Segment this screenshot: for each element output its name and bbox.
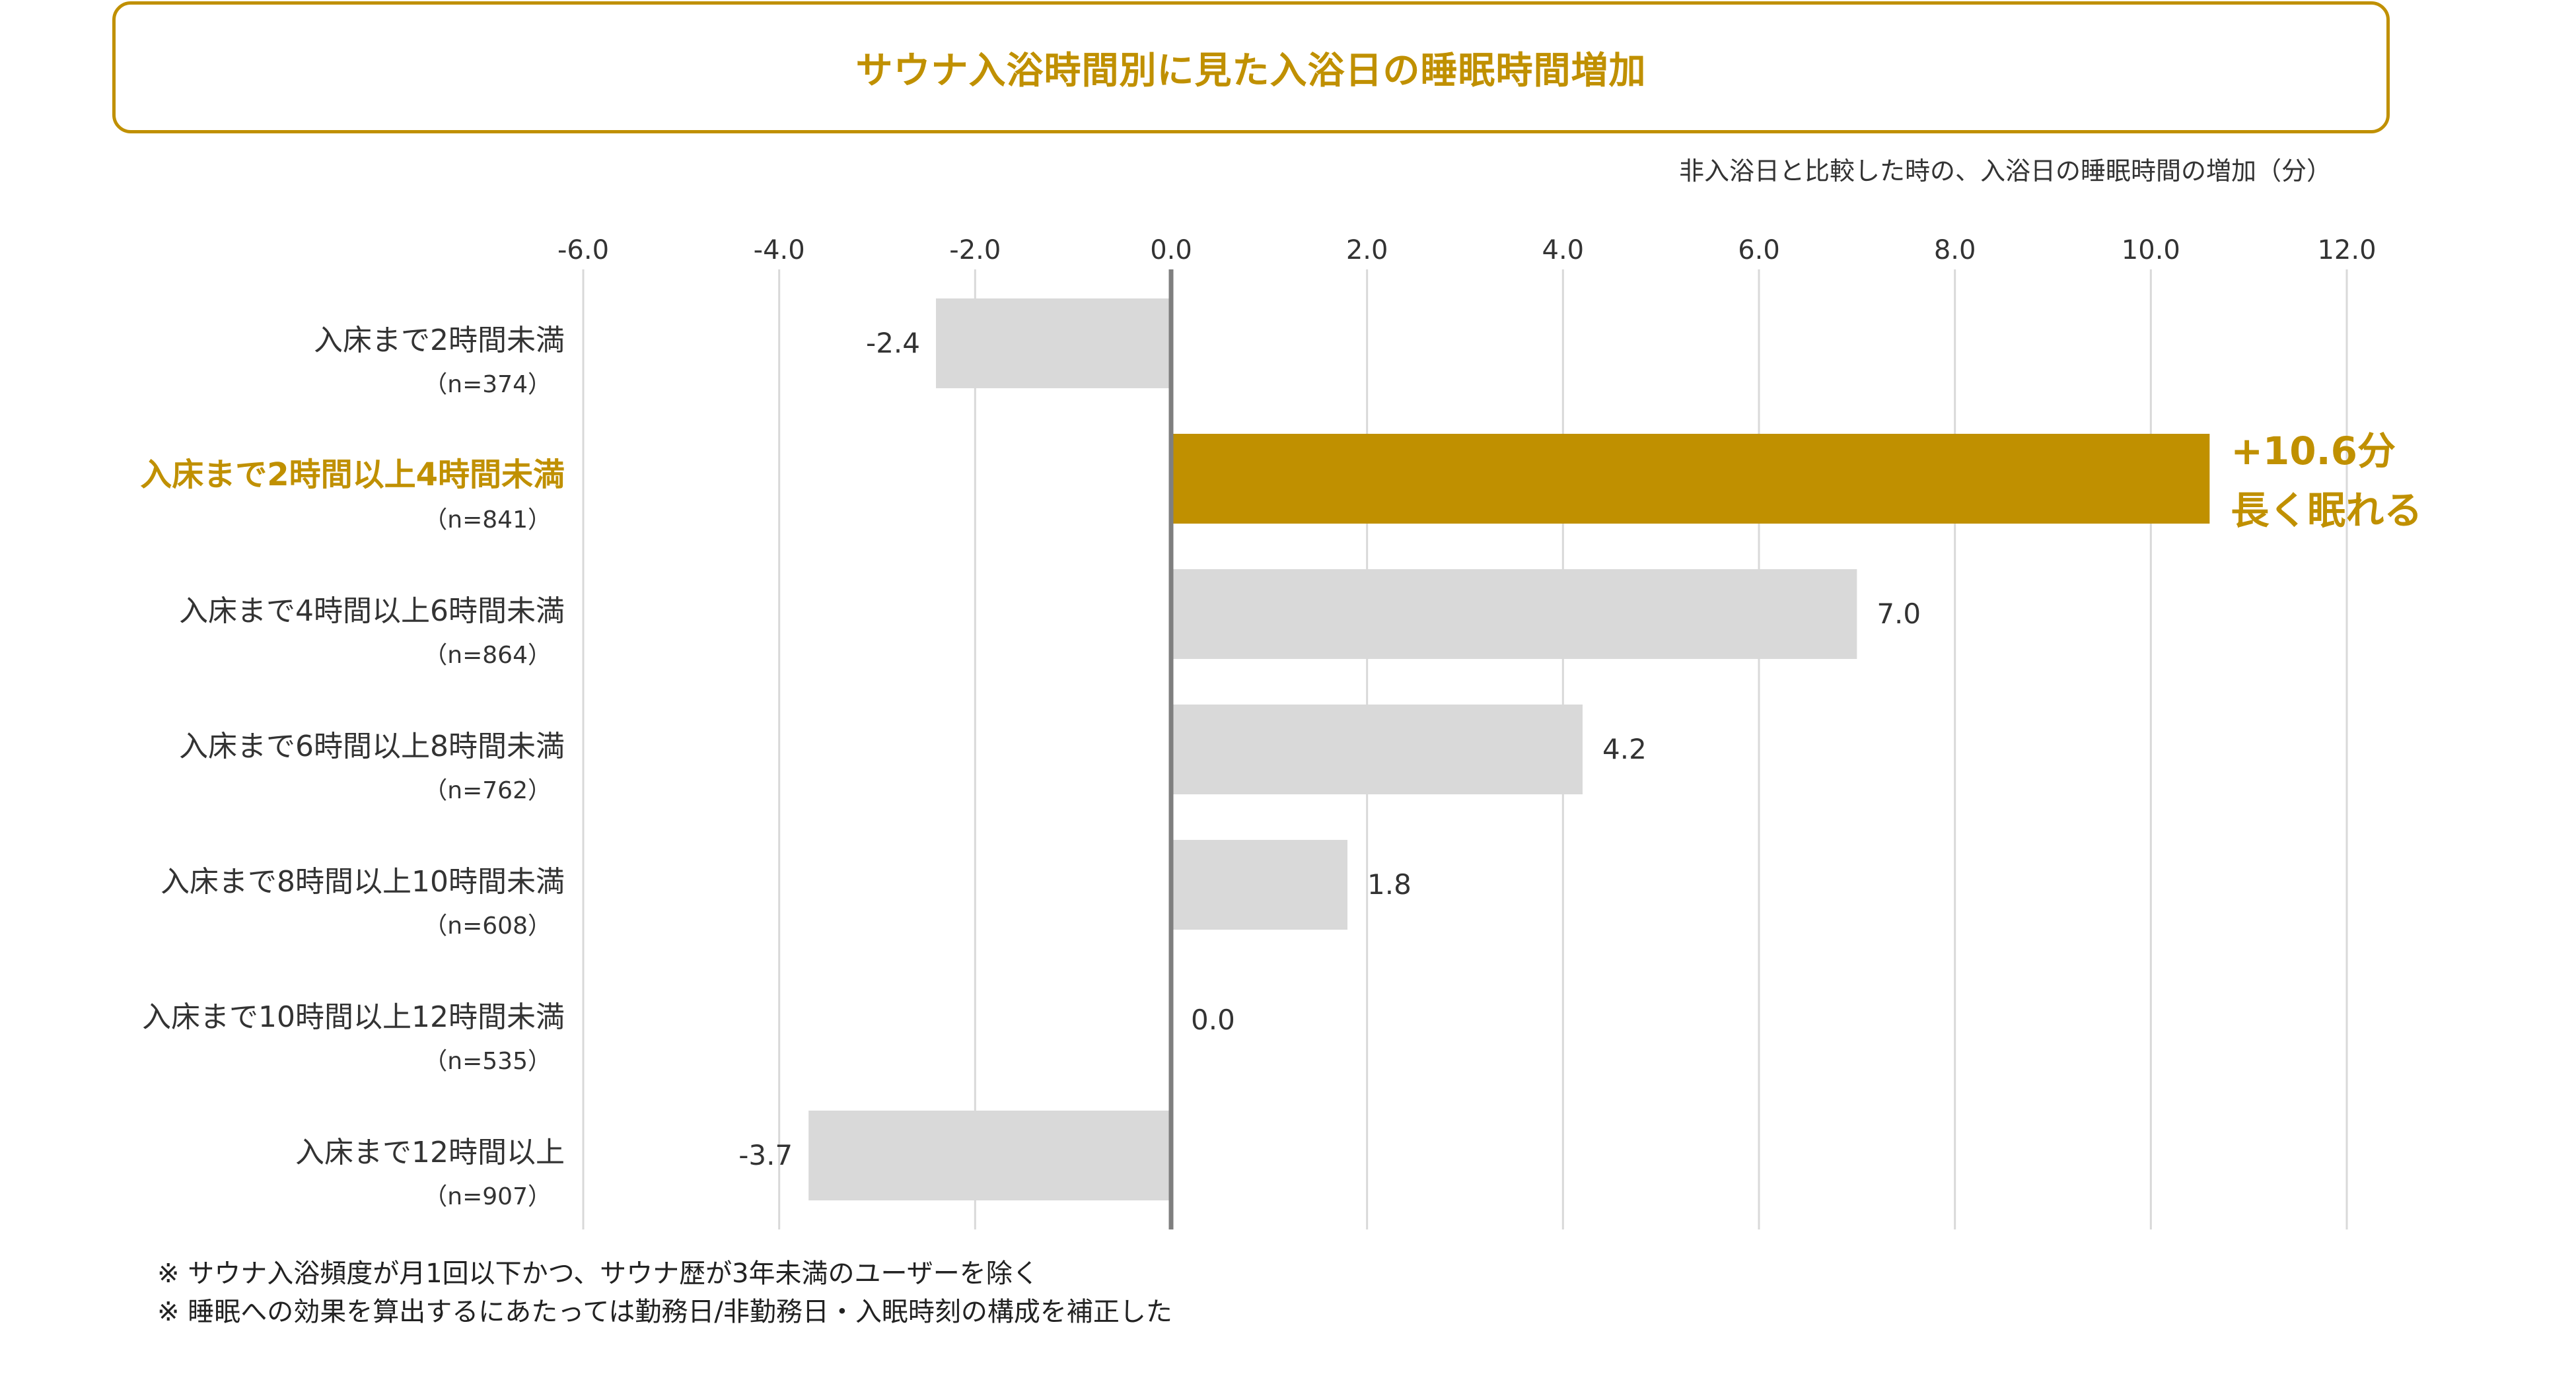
sample-size-label: （n=864） (423, 642, 552, 669)
tick-label: -6.0 (557, 235, 609, 265)
tick-label: 4.0 (1542, 235, 1585, 265)
value-label: 1.8 (1367, 868, 1412, 901)
bar (1171, 569, 1857, 659)
tick-label: 6.0 (1738, 235, 1780, 265)
value-label: 4.2 (1602, 733, 1647, 765)
tick-label: -4.0 (754, 235, 805, 265)
footnote-1: ※ サウナ入浴頻度が月1回以下かつ、サウナ歴が3年未満のユーザーを除く (157, 1259, 1039, 1289)
tick-label: 0.0 (1150, 235, 1192, 265)
tick-label: 8.0 (1934, 235, 1976, 265)
value-label: -2.4 (866, 327, 920, 359)
sample-size-label: （n=841） (423, 506, 552, 534)
sample-size-label: （n=762） (423, 777, 552, 804)
axis-unit-label: 非入浴日と比較した時の、入浴日の睡眠時間の増加（分） (1678, 156, 2332, 186)
chart-title: サウナ入浴時間別に見た入浴日の睡眠時間増加 (855, 49, 1647, 92)
footnote-2: ※ 睡眠への効果を算出するにあたっては勤務日/非勤務日・入眠時刻の構成を補正した (157, 1297, 1172, 1327)
value-label: 7.0 (1877, 598, 1921, 630)
category-label: 入床まで4時間以上6時間未満 (179, 594, 565, 628)
category-label: 入床まで6時間以上8時間未満 (179, 730, 565, 763)
category-label: 入床まで10時間以上12時間未満 (142, 1000, 565, 1034)
tick-label: 2.0 (1346, 235, 1388, 265)
bar (1171, 840, 1347, 930)
tick-label: -2.0 (949, 235, 1001, 265)
bar-highlight (1171, 434, 2210, 524)
category-label: 入床まで2時間以上4時間未満 (140, 456, 565, 493)
sample-size-label: （n=535） (423, 1048, 552, 1075)
value-label: 0.0 (1191, 1004, 1235, 1036)
tick-label: 10.0 (2122, 235, 2180, 265)
sample-size-label: （n=608） (423, 913, 552, 940)
value-label: -3.7 (738, 1139, 793, 1171)
sample-size-label: （n=374） (423, 371, 552, 398)
bar-chart: -6.0 -4.0 -2.0 0.0 2.0 4.0 6.0 8.0 10.0 12.0 入床まで2… (140, 235, 2422, 1229)
footnotes: ※ サウナ入浴頻度が月1回以下かつ、サウナ歴が3年未満のユーザーを除く ※ 睡眠… (157, 1255, 1172, 1331)
title-box: サウナ入浴時間別に見た入浴日の睡眠時間増加 (112, 1, 2390, 133)
bar (936, 298, 1171, 388)
category-label: 入床まで8時間以上10時間未満 (161, 865, 565, 899)
highlight-annotation-value: +10.6分 (2231, 429, 2396, 473)
sample-size-label: （n=907） (423, 1183, 552, 1210)
highlight-annotation-text: 長く眠れる (2231, 488, 2422, 533)
category-label: 入床まで12時間以上 (295, 1136, 565, 1169)
bar (808, 1111, 1171, 1200)
tick-label: 12.0 (2317, 235, 2376, 265)
category-label: 入床まで2時間未満 (314, 324, 565, 357)
bar (1171, 705, 1583, 794)
